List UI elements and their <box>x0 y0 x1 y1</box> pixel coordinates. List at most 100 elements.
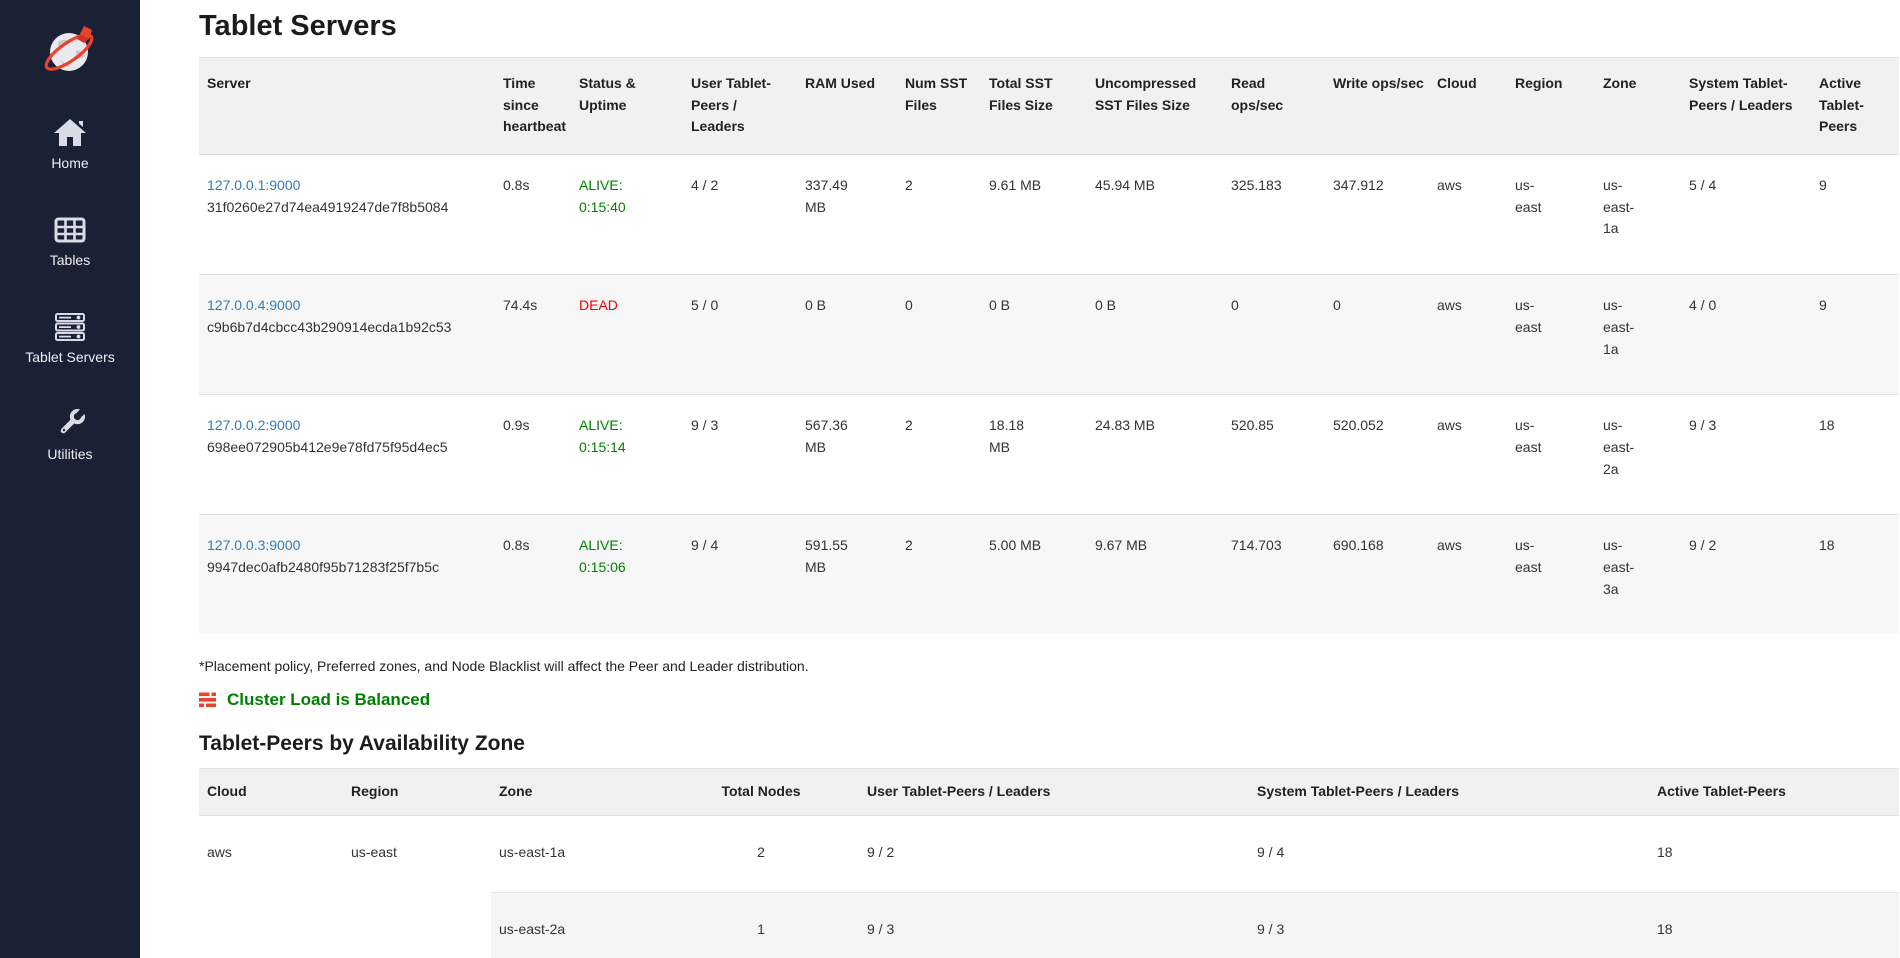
table-row: 127.0.0.2:9000 698ee072905b412e9e78fd75f… <box>199 394 1899 515</box>
cell-status: ALIVE: 0:15:06 <box>571 514 683 635</box>
status-label: ALIVE: <box>579 417 623 434</box>
page-title: Tablet Servers <box>199 10 397 42</box>
table-row: 127.0.0.1:9000 31f0260e27d74ea4919247de7… <box>199 154 1899 275</box>
cell-server: 127.0.0.3:9000 9947dec0afb2480f95b71283f… <box>199 514 495 635</box>
cell-heartbeat: 0.8s <box>495 154 571 275</box>
cell-uncompressed-sst: 0 B <box>1087 274 1223 395</box>
cell-user-peers: 9 / 3 <box>683 394 797 515</box>
cell-num-sst: 0 <box>897 274 981 395</box>
server-uuid: c9b6b7d4cbcc43b290914ecda1b92c53 <box>207 318 452 335</box>
cell-read-ops: 520.85 <box>1223 394 1325 515</box>
sidebar-item-utilities[interactable]: Utilities <box>47 407 93 462</box>
cell-system-peers: 9 / 2 <box>1681 514 1811 635</box>
cell-num-sst: 2 <box>897 394 981 515</box>
col-header-write-ops: Write ops/sec <box>1325 57 1429 156</box>
status-label: ALIVE: <box>579 177 623 194</box>
cell-server: 127.0.0.4:9000 c9b6b7d4cbcc43b290914ecda… <box>199 274 495 395</box>
cell-total-nodes: 1 <box>659 891 859 958</box>
zones-table-header-row: Cloud Region Zone Total Nodes User Table… <box>199 768 1899 816</box>
sidebar-item-tables[interactable]: Tables <box>50 213 90 268</box>
sidebar-nav: Home Tables <box>25 116 115 504</box>
cell-ram: 0 B <box>797 274 897 395</box>
home-icon <box>53 119 86 146</box>
cell-heartbeat: 74.4s <box>495 274 571 395</box>
cell-write-ops: 0 <box>1325 274 1429 395</box>
cell-total-sst: 9.61 MB <box>981 154 1087 275</box>
server-address-link[interactable]: 127.0.0.3:9000 <box>207 537 301 554</box>
status-uptime: 0:15:06 <box>579 558 626 575</box>
cell-user-peers: 9 / 2 <box>859 815 1249 893</box>
cell-write-ops: 520.052 <box>1325 394 1429 515</box>
col-header-active-peers: Active Tablet-Peers <box>1811 57 1899 156</box>
tablet-peers-by-zone-table: Cloud Region Zone Total Nodes User Table… <box>199 768 1899 958</box>
cell-cloud: aws <box>1429 394 1507 515</box>
cell-server: 127.0.0.2:9000 698ee072905b412e9e78fd75f… <box>199 394 495 515</box>
tablet-servers-icon <box>54 313 85 341</box>
col-header-user-peers: User Tablet-Peers / Leaders <box>683 57 797 156</box>
cell-system-peers: 5 / 4 <box>1681 154 1811 275</box>
yugabytedb-logo[interactable] <box>36 20 104 82</box>
server-address-link[interactable]: 127.0.0.2:9000 <box>207 417 301 434</box>
sidebar-item-tablet-servers[interactable]: Tablet Servers <box>25 310 115 365</box>
server-address-link[interactable]: 127.0.0.4:9000 <box>207 297 301 314</box>
cell-read-ops: 714.703 <box>1223 514 1325 635</box>
cell-status: ALIVE: 0:15:14 <box>571 394 683 515</box>
server-uuid: 31f0260e27d74ea4919247de7f8b5084 <box>207 198 449 215</box>
col-header-ram: RAM Used <box>797 57 897 156</box>
cell-read-ops: 0 <box>1223 274 1325 395</box>
col-header-system-peers: System Tablet-Peers / Leaders <box>1249 768 1649 816</box>
status-uptime: 0:15:14 <box>579 438 626 455</box>
cell-num-sst: 2 <box>897 514 981 635</box>
cell-active-peers: 9 <box>1811 274 1899 395</box>
cell-total-sst: 5.00 MB <box>981 514 1087 635</box>
cell-region: us-east <box>1507 274 1595 395</box>
cell-region: us-east <box>1507 394 1595 515</box>
table-row: aws us-east us-east-1a 2 9 / 2 9 / 4 18 <box>199 815 1899 958</box>
cell-status: DEAD <box>571 274 683 395</box>
cell-total-sst: 0 B <box>981 274 1087 395</box>
cell-uncompressed-sst: 9.67 MB <box>1087 514 1223 635</box>
col-header-user-peers: User Tablet-Peers / Leaders <box>859 768 1249 816</box>
col-header-status: Status & Uptime <box>571 57 683 156</box>
cell-active-peers: 18 <box>1649 815 1899 893</box>
cell-zone: us-east-2a <box>1595 394 1681 515</box>
status-uptime: 0:15:40 <box>579 198 626 215</box>
section-title-tablet-peers-by-az: Tablet-Peers by Availability Zone <box>199 732 525 756</box>
cluster-load-balanced-text: Cluster Load is Balanced <box>227 690 431 710</box>
col-header-zone: Zone <box>491 768 659 816</box>
sidebar-item-label: Tables <box>49 252 91 268</box>
col-header-active-peers: Active Tablet-Peers <box>1649 768 1899 816</box>
cell-system-peers: 9 / 3 <box>1249 891 1649 958</box>
cell-write-ops: 347.912 <box>1325 154 1429 275</box>
cell-active-peers: 18 <box>1811 514 1899 635</box>
col-header-cloud: Cloud <box>1429 57 1507 156</box>
cell-user-peers: 4 / 2 <box>683 154 797 275</box>
cell-zone: us-east-2a <box>491 891 659 958</box>
sidebar-item-label: Tablet Servers <box>25 349 115 365</box>
col-header-zone: Zone <box>1595 57 1681 156</box>
cell-uncompressed-sst: 45.94 MB <box>1087 154 1223 275</box>
server-address-link[interactable]: 127.0.0.1:9000 <box>207 177 301 194</box>
cell-uncompressed-sst: 24.83 MB <box>1087 394 1223 515</box>
placement-policy-footnote: *Placement policy, Preferred zones, and … <box>199 658 809 675</box>
cell-total-sst: 18.18 MB <box>981 394 1087 515</box>
col-header-uncompressed-sst: Uncompressed SST Files Size <box>1087 57 1223 156</box>
col-header-heartbeat: Time since heartbeat <box>495 57 571 156</box>
cell-region: us-east <box>343 815 491 958</box>
col-header-read-ops: Read ops/sec <box>1223 57 1325 156</box>
cell-user-peers: 9 / 4 <box>683 514 797 635</box>
sidebar-item-home[interactable]: Home <box>51 116 89 171</box>
table-row: us-east-2a 1 9 / 3 9 / 3 18 <box>199 891 1899 958</box>
cell-heartbeat: 0.9s <box>495 394 571 515</box>
cell-user-peers: 5 / 0 <box>683 274 797 395</box>
sidebar-item-label: Utilities <box>47 446 93 462</box>
col-header-num-sst: Num SST Files <box>897 57 981 156</box>
table-row: 127.0.0.3:9000 9947dec0afb2480f95b71283f… <box>199 514 1899 635</box>
col-header-cloud: Cloud <box>199 768 343 816</box>
cell-active-peers: 9 <box>1811 154 1899 275</box>
server-uuid: 9947dec0afb2480f95b71283f25f7b5c <box>207 558 439 575</box>
cell-cloud: aws <box>1429 274 1507 395</box>
cell-ram: 337.49 MB <box>797 154 897 275</box>
cell-ram: 567.36 MB <box>797 394 897 515</box>
cell-ram: 591.55 MB <box>797 514 897 635</box>
